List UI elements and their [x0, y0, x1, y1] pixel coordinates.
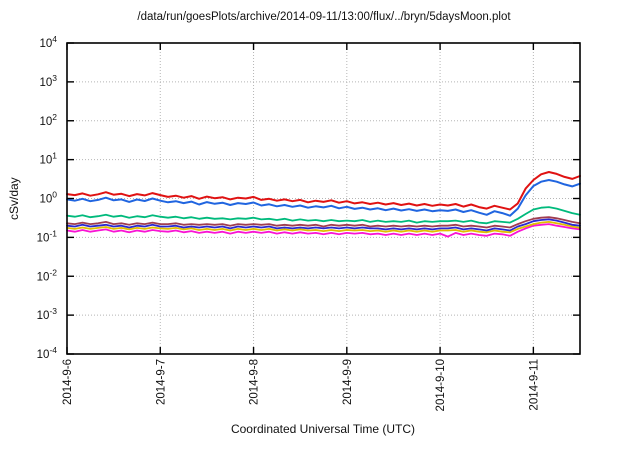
svg-text:10-2: 10-2 — [37, 267, 58, 283]
svg-text:10-1: 10-1 — [37, 228, 58, 244]
y-axis-label: cSv/day — [7, 177, 21, 220]
svg-text:2014-9-9: 2014-9-9 — [342, 359, 354, 405]
svg-text:2014-9-7: 2014-9-7 — [155, 359, 167, 405]
svg-text:103: 103 — [39, 73, 57, 89]
svg-text:102: 102 — [39, 112, 57, 128]
x-axis-label: Coordinated Universal Time (UTC) — [230, 422, 416, 436]
svg-text:104: 104 — [39, 34, 57, 50]
svg-text:2014-9-6: 2014-9-6 — [62, 359, 74, 405]
svg-text:2014-9-11: 2014-9-11 — [528, 359, 540, 411]
svg-text:2014-9-8: 2014-9-8 — [249, 359, 261, 405]
svg-text:10-3: 10-3 — [37, 306, 58, 322]
svg-text:2014-9-10: 2014-9-10 — [435, 359, 447, 411]
svg-text:100: 100 — [39, 190, 57, 206]
svg-text:10-4: 10-4 — [37, 345, 58, 361]
svg-text:101: 101 — [39, 151, 57, 167]
plot-title: /data/run/goesPlots/archive/2014-09-11/1… — [137, 11, 511, 23]
